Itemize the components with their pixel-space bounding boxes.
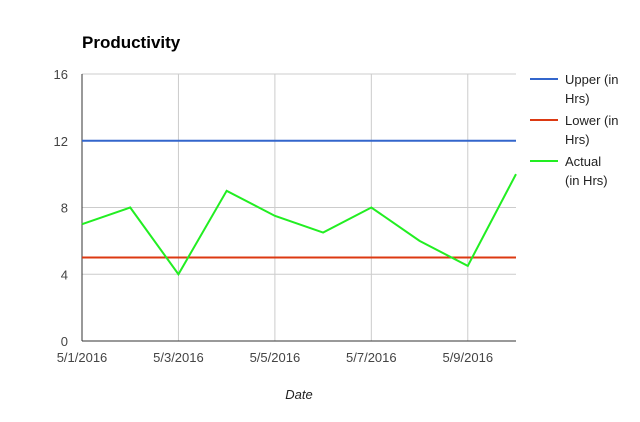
y-tick-label: 16 <box>54 67 68 82</box>
legend-label-3: Actual (in Hrs) <box>565 154 608 188</box>
y-tick-label: 0 <box>61 334 68 349</box>
y-tick-labels: 0 4 8 12 16 <box>54 67 68 349</box>
y-tick-label: 4 <box>61 267 68 282</box>
y-tick-label: 12 <box>54 134 68 149</box>
legend: Upper (in Hrs) Lower (in Hrs) Actual (in Hrs) <box>530 72 618 188</box>
axis-layer <box>81 74 516 342</box>
y-tick-label: 8 <box>61 201 68 216</box>
legend-label-1: Upper (in Hrs) <box>565 72 618 106</box>
x-tick-labels: 5/1/2016 5/3/2016 5/5/2016 5/7/2016 5/9/2016 <box>57 350 493 365</box>
x-axis-label: Date <box>285 387 312 402</box>
series-layer <box>81 139 517 277</box>
chart-title: Productivity <box>82 33 181 52</box>
x-tick-label: 5/9/2016 <box>442 350 493 365</box>
x-tick-label: 5/3/2016 <box>153 350 204 365</box>
grid-layer <box>82 73 516 341</box>
series-line-3 <box>81 173 517 277</box>
x-tick-label: 5/5/2016 <box>250 350 301 365</box>
legend-label-2: Lower (in Hrs) <box>565 113 618 147</box>
x-tick-label: 5/1/2016 <box>57 350 108 365</box>
x-tick-label: 5/7/2016 <box>346 350 397 365</box>
